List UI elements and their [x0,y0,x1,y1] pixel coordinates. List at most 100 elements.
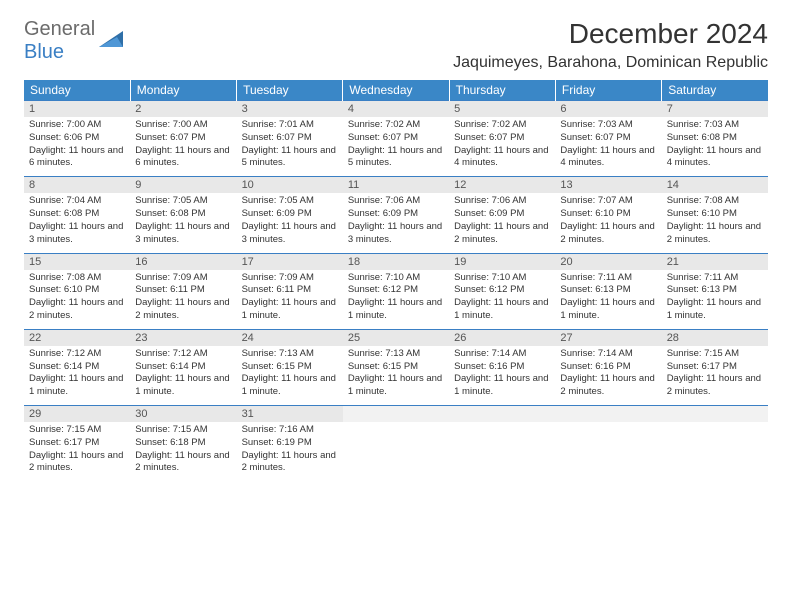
sunrise-text: Sunrise: 7:11 AM [667,272,763,285]
daylight-text: Daylight: 11 hours and 2 minutes. [560,373,656,399]
sunrise-text: Sunrise: 7:10 AM [348,272,444,285]
sunrise-text: Sunrise: 7:02 AM [454,119,550,132]
sunrise-text: Sunrise: 7:12 AM [135,348,231,361]
sunset-text: Sunset: 6:15 PM [242,361,338,374]
month-title: December 2024 [453,18,768,50]
sunset-text: Sunset: 6:16 PM [454,361,550,374]
daylight-text: Daylight: 11 hours and 1 minute. [29,373,125,399]
daylight-text: Daylight: 11 hours and 2 minutes. [667,373,763,399]
day-body: Sunrise: 7:02 AMSunset: 6:07 PMDaylight:… [343,117,449,176]
day-number: 18 [343,254,449,270]
day-body: Sunrise: 7:11 AMSunset: 6:13 PMDaylight:… [662,270,768,329]
sunset-text: Sunset: 6:10 PM [560,208,656,221]
sunrise-text: Sunrise: 7:03 AM [667,119,763,132]
day-body-empty [555,422,661,474]
sunset-text: Sunset: 6:10 PM [29,284,125,297]
day-cell: 19Sunrise: 7:10 AMSunset: 6:12 PMDayligh… [449,253,555,329]
day-number-empty [555,406,661,422]
day-number: 21 [662,254,768,270]
daylight-text: Daylight: 11 hours and 4 minutes. [667,145,763,171]
day-body: Sunrise: 7:14 AMSunset: 6:16 PMDaylight:… [555,346,661,405]
day-cell: 2Sunrise: 7:00 AMSunset: 6:07 PMDaylight… [130,101,236,177]
dow-tuesday: Tuesday [237,80,343,101]
day-number: 8 [24,177,130,193]
sunrise-text: Sunrise: 7:06 AM [454,195,550,208]
day-number: 22 [24,330,130,346]
day-body: Sunrise: 7:10 AMSunset: 6:12 PMDaylight:… [343,270,449,329]
daylight-text: Daylight: 11 hours and 1 minute. [667,297,763,323]
day-body: Sunrise: 7:07 AMSunset: 6:10 PMDaylight:… [555,193,661,252]
daylight-text: Daylight: 11 hours and 1 minute. [348,297,444,323]
sunrise-text: Sunrise: 7:11 AM [560,272,656,285]
day-body: Sunrise: 7:08 AMSunset: 6:10 PMDaylight:… [24,270,130,329]
sunrise-text: Sunrise: 7:08 AM [667,195,763,208]
sunrise-text: Sunrise: 7:14 AM [560,348,656,361]
day-cell: 31Sunrise: 7:16 AMSunset: 6:19 PMDayligh… [237,406,343,482]
day-number: 15 [24,254,130,270]
sunrise-text: Sunrise: 7:06 AM [348,195,444,208]
sunrise-text: Sunrise: 7:13 AM [242,348,338,361]
day-cell: 22Sunrise: 7:12 AMSunset: 6:14 PMDayligh… [24,329,130,405]
daylight-text: Daylight: 11 hours and 2 minutes. [560,221,656,247]
day-cell: 4Sunrise: 7:02 AMSunset: 6:07 PMDaylight… [343,101,449,177]
day-cell: 10Sunrise: 7:05 AMSunset: 6:09 PMDayligh… [237,177,343,253]
day-body: Sunrise: 7:04 AMSunset: 6:08 PMDaylight:… [24,193,130,252]
calendar-table: Sunday Monday Tuesday Wednesday Thursday… [24,80,768,481]
day-cell: 27Sunrise: 7:14 AMSunset: 6:16 PMDayligh… [555,329,661,405]
sunset-text: Sunset: 6:07 PM [135,132,231,145]
daylight-text: Daylight: 11 hours and 4 minutes. [454,145,550,171]
sunrise-text: Sunrise: 7:09 AM [135,272,231,285]
week-row: 29Sunrise: 7:15 AMSunset: 6:17 PMDayligh… [24,406,768,482]
day-cell: 7Sunrise: 7:03 AMSunset: 6:08 PMDaylight… [662,101,768,177]
sunset-text: Sunset: 6:06 PM [29,132,125,145]
daylight-text: Daylight: 11 hours and 1 minute. [560,297,656,323]
day-cell: 21Sunrise: 7:11 AMSunset: 6:13 PMDayligh… [662,253,768,329]
daylight-text: Daylight: 11 hours and 5 minutes. [242,145,338,171]
day-cell: 6Sunrise: 7:03 AMSunset: 6:07 PMDaylight… [555,101,661,177]
sunrise-text: Sunrise: 7:00 AM [135,119,231,132]
day-cell: 14Sunrise: 7:08 AMSunset: 6:10 PMDayligh… [662,177,768,253]
day-cell: 20Sunrise: 7:11 AMSunset: 6:13 PMDayligh… [555,253,661,329]
sunset-text: Sunset: 6:12 PM [454,284,550,297]
day-cell [555,406,661,482]
dow-row: Sunday Monday Tuesday Wednesday Thursday… [24,80,768,101]
sunrise-text: Sunrise: 7:10 AM [454,272,550,285]
day-body: Sunrise: 7:03 AMSunset: 6:08 PMDaylight:… [662,117,768,176]
day-cell: 15Sunrise: 7:08 AMSunset: 6:10 PMDayligh… [24,253,130,329]
day-body: Sunrise: 7:09 AMSunset: 6:11 PMDaylight:… [130,270,236,329]
dow-friday: Friday [555,80,661,101]
day-cell: 5Sunrise: 7:02 AMSunset: 6:07 PMDaylight… [449,101,555,177]
day-cell: 13Sunrise: 7:07 AMSunset: 6:10 PMDayligh… [555,177,661,253]
daylight-text: Daylight: 11 hours and 3 minutes. [135,221,231,247]
sunrise-text: Sunrise: 7:01 AM [242,119,338,132]
dow-sunday: Sunday [24,80,130,101]
sunset-text: Sunset: 6:07 PM [454,132,550,145]
daylight-text: Daylight: 11 hours and 1 minute. [242,373,338,399]
sunset-text: Sunset: 6:07 PM [348,132,444,145]
day-body: Sunrise: 7:05 AMSunset: 6:09 PMDaylight:… [237,193,343,252]
day-body: Sunrise: 7:06 AMSunset: 6:09 PMDaylight:… [449,193,555,252]
day-body-empty [449,422,555,474]
sunset-text: Sunset: 6:08 PM [29,208,125,221]
day-number: 28 [662,330,768,346]
daylight-text: Daylight: 11 hours and 3 minutes. [242,221,338,247]
sunset-text: Sunset: 6:11 PM [135,284,231,297]
logo-triangle-icon [99,29,125,54]
sunrise-text: Sunrise: 7:15 AM [29,424,125,437]
logo-text-general: General [24,18,95,40]
sunset-text: Sunset: 6:08 PM [667,132,763,145]
dow-wednesday: Wednesday [343,80,449,101]
day-body: Sunrise: 7:13 AMSunset: 6:15 PMDaylight:… [343,346,449,405]
day-number: 29 [24,406,130,422]
daylight-text: Daylight: 11 hours and 2 minutes. [29,297,125,323]
day-number: 27 [555,330,661,346]
sunset-text: Sunset: 6:11 PM [242,284,338,297]
day-number: 23 [130,330,236,346]
day-number: 6 [555,101,661,117]
day-number: 4 [343,101,449,117]
day-cell: 11Sunrise: 7:06 AMSunset: 6:09 PMDayligh… [343,177,449,253]
sunset-text: Sunset: 6:17 PM [29,437,125,450]
day-number: 3 [237,101,343,117]
day-number: 24 [237,330,343,346]
daylight-text: Daylight: 11 hours and 1 minute. [348,373,444,399]
